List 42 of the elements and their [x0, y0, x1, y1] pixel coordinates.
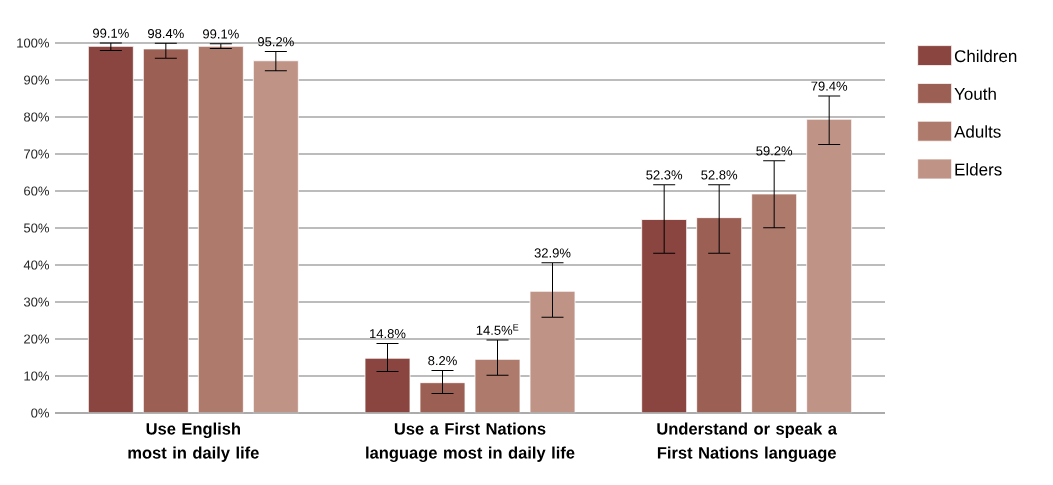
y-tick-label: 100% — [17, 38, 50, 48]
data-label: 98.4% — [148, 28, 184, 39]
x-tick-label: Use English most in daily life — [128, 422, 259, 462]
bar — [751, 193, 798, 414]
data-label: 99.1% — [93, 28, 129, 38]
y-tick-label: 10% — [24, 371, 50, 381]
x-tick-label: Use a First Nations language most in daily life — [366, 422, 575, 462]
data-label: 95.2% — [258, 37, 294, 47]
y-tick-label: 40% — [23, 260, 50, 270]
legend-label: Youth — [954, 87, 996, 100]
data-label: 99.1% — [203, 29, 239, 39]
bar — [696, 217, 743, 414]
legend-label: Elders — [955, 163, 1002, 176]
data-label: 52.3% — [646, 170, 683, 180]
bar — [197, 45, 244, 414]
y-tick-label: 70% — [24, 149, 50, 159]
bar — [142, 48, 189, 414]
data-label: 79.4% — [811, 81, 848, 91]
y-tick-label: 50% — [23, 223, 50, 233]
data-label: 52.8% — [701, 170, 738, 180]
y-tick-label: 0% — [31, 408, 50, 418]
y-tick-label: 90% — [24, 75, 50, 85]
bar — [806, 118, 853, 414]
bar — [419, 382, 466, 414]
bar — [252, 60, 299, 414]
x-tick-label: Understand or speak a First Nations language — [657, 422, 838, 462]
y-tick-label: 20% — [24, 334, 50, 344]
y-tick-label: 80% — [24, 112, 50, 122]
legend-label: Children — [954, 49, 1017, 63]
bar — [641, 219, 688, 414]
bar — [364, 357, 411, 414]
data-label: 59.2% — [756, 146, 793, 156]
bar — [474, 358, 521, 414]
bar — [529, 290, 576, 414]
y-tick-label: 60% — [24, 186, 50, 196]
data-label: 14.5%$^{E}$ — [476, 324, 519, 335]
y-tick-label: 30% — [23, 297, 50, 307]
legend-label: Adults — [954, 125, 1001, 138]
bar — [87, 45, 134, 414]
data-label: 8.2% — [428, 356, 457, 366]
data-label: 14.8% — [370, 329, 406, 339]
data-label: 32.9% — [534, 248, 571, 258]
